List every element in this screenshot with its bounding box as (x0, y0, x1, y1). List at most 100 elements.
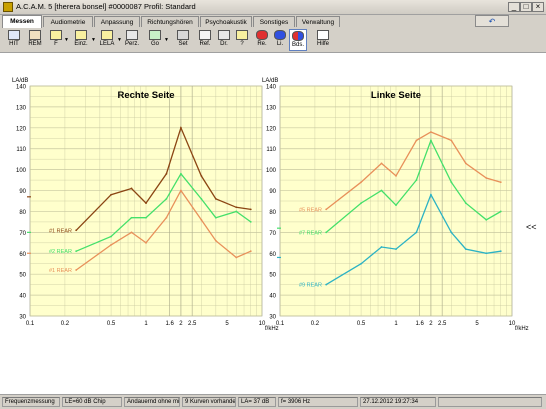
data-point (450, 139, 453, 142)
f-icon (50, 30, 62, 40)
measurement-panel: 30 40 50 60 70 80 90 100 110 120 130 140 0.1 0.2 0.5 1 1… (0, 53, 546, 394)
set-button[interactable]: Set (175, 29, 191, 51)
einzel-icon (75, 30, 87, 40)
close-button[interactable]: × (532, 2, 544, 12)
drucken-label: Dr. (220, 41, 228, 47)
hilfe-button[interactable]: Hilfe (313, 29, 333, 51)
x-tick-label: 1 (144, 321, 148, 327)
rem-icon (29, 30, 41, 40)
tab-verwaltung[interactable]: Verwaltung (296, 16, 340, 27)
status-bar: Frequenzmessung LE=60 dB Chip Andauernd … (0, 394, 546, 409)
x-tick-label: 10 (259, 321, 266, 327)
x-tick-label: 0.5 (357, 321, 366, 327)
series-label: #9 REAR (299, 283, 322, 289)
data-point (395, 204, 397, 207)
y-tick-label: 30 (19, 315, 26, 321)
data-point (325, 283, 328, 286)
both-ears-label: Bds. (291, 42, 304, 48)
einzel-dropdown-icon[interactable]: ▼ (91, 37, 96, 43)
series-label: #5 REAR (299, 207, 322, 213)
data-point (485, 177, 488, 179)
tab-audiometrie[interactable]: Audiometrie (43, 16, 93, 27)
data-point (235, 206, 238, 209)
f-button[interactable]: F ▼ (48, 29, 69, 51)
data-point (485, 218, 488, 221)
y-tick-label: 40 (269, 294, 276, 300)
data-point (360, 181, 362, 184)
lela-dropdown-icon[interactable]: ▼ (117, 37, 122, 43)
help-question-label: ? (240, 41, 244, 47)
status-andauernd: Andauernd ohne mitte (124, 397, 180, 407)
data-point (450, 231, 453, 234)
perz-button[interactable]: Perz. (122, 29, 142, 51)
both-ears-button[interactable]: Bds. (289, 29, 307, 51)
data-point (165, 198, 168, 200)
drucken-button[interactable]: Dr. (216, 29, 232, 51)
tab-messen[interactable]: Messen (2, 15, 42, 28)
go-button[interactable]: Go ▼ (146, 29, 169, 51)
data-point (464, 248, 467, 250)
help-question-button[interactable]: ? (235, 29, 249, 51)
series-label: #1 REAR (49, 268, 72, 274)
x-tick-label: 0.1 (276, 321, 285, 327)
data-point (415, 139, 418, 142)
perz-icon (126, 30, 138, 40)
einzel-button[interactable]: Einz. ▼ (71, 29, 96, 51)
data-point (130, 216, 133, 219)
hilfe-label: Hilfe (316, 41, 329, 47)
data-point (395, 248, 397, 250)
tab-sonstiges[interactable]: Sonstiges (253, 16, 295, 27)
ref-icon (199, 30, 211, 40)
maximize-button[interactable]: □ (520, 2, 532, 12)
tab-richtungshoeren[interactable]: Richtungshören (141, 16, 199, 27)
series-label: #2 REAR (49, 249, 72, 255)
rem-button[interactable]: REM (25, 29, 45, 51)
data-point (249, 250, 252, 253)
collapse-panel-arrow[interactable]: << (526, 222, 537, 232)
y-tick-label: 70 (19, 231, 26, 237)
data-point (485, 252, 488, 255)
minimize-button[interactable]: _ (508, 2, 520, 12)
title-bar: A.C.A.M. 5 [therera bonsel] #0000087 Pro… (0, 0, 546, 15)
set-label: Set (178, 41, 188, 47)
ref-button[interactable]: Ref. (196, 29, 214, 51)
series-line (325, 193, 501, 286)
data-point (380, 189, 383, 192)
x-tick-label: 0.5 (107, 321, 116, 327)
data-point (415, 231, 418, 234)
y-tick-label: 100 (16, 168, 27, 174)
set-icon (177, 30, 189, 40)
rem-label: REM (28, 41, 42, 47)
einzel-label: Einz. (74, 41, 88, 47)
x-tick-label: 1.6 (416, 321, 425, 327)
y-tick-label: 120 (266, 126, 277, 132)
y-tick-label: 50 (19, 273, 26, 279)
data-point (499, 210, 502, 213)
right-ear-label: Re. (257, 41, 267, 47)
data-point (214, 216, 217, 219)
hit-button[interactable]: HIT (4, 29, 24, 51)
data-point (450, 181, 453, 184)
lela-label: LELA (99, 41, 115, 47)
tab-anpassung[interactable]: Anpassung (94, 16, 140, 27)
left-ear-button[interactable]: Li. (272, 29, 288, 51)
go-dropdown-icon[interactable]: ▼ (164, 37, 169, 43)
tab-psychoakustik[interactable]: Psychoakustik (200, 16, 252, 27)
right-ear-button[interactable]: Re. (254, 29, 270, 51)
x-tick-label: 0.1 (26, 321, 35, 327)
data-point (430, 193, 432, 196)
x-axis-label: f/kHz (265, 326, 279, 332)
go-label: Go (150, 41, 159, 47)
x-tick-label: 2 (429, 321, 433, 327)
chart-title: Linke Seite (371, 90, 421, 101)
data-point (464, 202, 467, 204)
data-point (214, 198, 217, 200)
y-tick-label: 110 (266, 147, 276, 153)
y-axis-label: LA/dB (262, 78, 278, 84)
data-point (235, 210, 238, 213)
lela-button[interactable]: LELA ▼ (97, 29, 122, 51)
undo-button[interactable]: ↶ (475, 15, 509, 27)
f-dropdown-icon[interactable]: ▼ (64, 37, 69, 43)
